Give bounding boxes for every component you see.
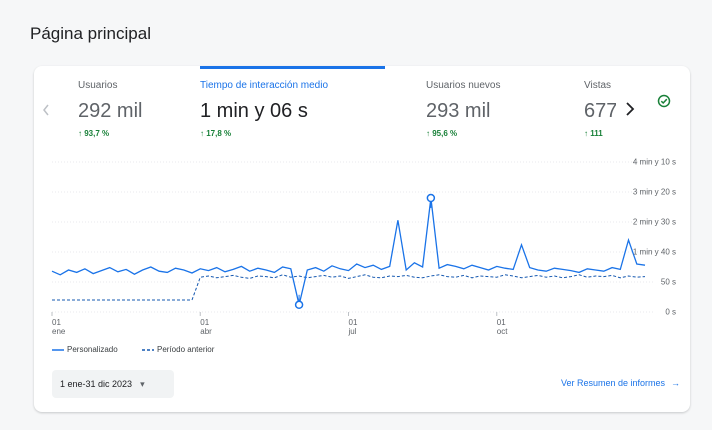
- date-range: 1 ene-31 dic 2023: [60, 379, 133, 389]
- report-link-text: Ver Resumen de informes: [560, 378, 665, 388]
- card: Usuarios 292 mil ↑ 93,7 % Tiempo de interac…: [34, 66, 690, 412]
- y-tick-label: 4 min y 10 s: [632, 157, 676, 167]
- legend-label: Período anterior: [157, 345, 215, 354]
- page-title: Página principal: [30, 24, 151, 43]
- tab-value: 677: [584, 100, 616, 122]
- anomaly-marker: [294, 300, 304, 310]
- line-series: [52, 274, 646, 301]
- x-tick-label: 01 jul: [348, 318, 358, 336]
- y-tick-label: 0 s: [665, 307, 676, 317]
- tab-label: Tiempo de interacción medio: [200, 80, 329, 91]
- tab-value: 293 mil: [426, 100, 491, 122]
- arrow-icon: →: [671, 378, 680, 388]
- line-series: [51, 197, 646, 305]
- y-tick-label: 3 min y 20 s: [632, 187, 676, 197]
- anomaly-marker: [426, 193, 436, 203]
- tab-change: ↑ 17,8 %: [200, 129, 232, 138]
- metric-tab[interactable]: Usuarios 292 mil ↑ 93,7 %: [78, 80, 248, 138]
- metric-tab[interactable]: Usuarios nuevos 293 mil ↑ 95,6 %: [426, 80, 596, 138]
- tab-change: ↑ 93,7 %: [78, 129, 110, 138]
- metric-tab[interactable]: Vistas 677 ↑ 111: [584, 80, 616, 138]
- x-tick-label: 01 ene: [52, 318, 66, 336]
- prev-button[interactable]: [40, 102, 52, 118]
- x-tick-label: 01 oct: [496, 318, 508, 336]
- tab-label: Usuarios nuevos: [426, 80, 501, 91]
- next-button[interactable]: [622, 100, 638, 118]
- x-tick-label: 01 abr: [200, 318, 212, 336]
- metric-tab[interactable]: Tiempo de interacción medio 1 min y 06 s ↑…: [200, 80, 370, 138]
- report-link[interactable]: Ver Resumen de informes →: [561, 378, 680, 388]
- y-tick-label: 50 s: [660, 277, 676, 287]
- active-tab-indicator: [200, 66, 385, 69]
- status-icon: [657, 94, 671, 108]
- chart: [51, 161, 655, 351]
- tab-change: ↑ 111: [584, 129, 603, 138]
- y-tick-label: 1 min y 40 s: [632, 247, 676, 257]
- tab-value: 292 mil: [78, 100, 143, 122]
- tab-label: Usuarios: [78, 80, 118, 91]
- dropdown-arrow: ▾: [140, 379, 145, 389]
- legend-label: Personalizado: [67, 345, 118, 354]
- tab-value: 1 min y 06 s: [200, 100, 308, 122]
- y-tick-label: 2 min y 30 s: [632, 217, 676, 227]
- date-range-button[interactable]: 1 ene-31 dic 2023 ▾: [52, 370, 174, 398]
- tab-label: Vistas: [584, 80, 612, 91]
- tab-change: ↑ 95,6 %: [426, 129, 458, 138]
